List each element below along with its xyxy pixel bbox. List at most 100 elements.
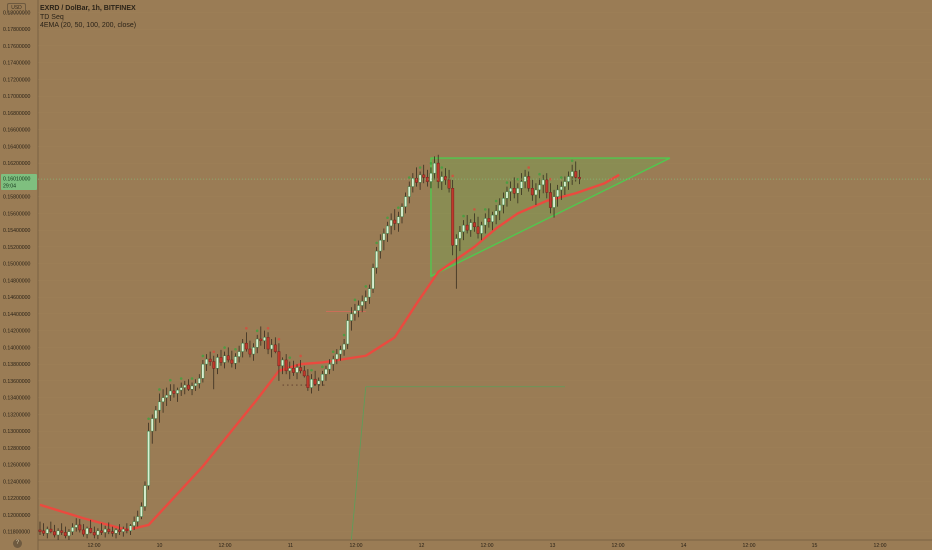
- candle-body: [491, 214, 494, 223]
- td-seq-marker: [538, 172, 541, 176]
- candle-body: [487, 218, 491, 222]
- y-tick-label: 0.13800000: [3, 362, 31, 368]
- candle-body: [559, 186, 563, 191]
- logo-icon[interactable]: ?: [13, 539, 22, 548]
- candle-body: [320, 373, 324, 382]
- candle-body: [63, 532, 67, 537]
- td-seq-marker: [158, 388, 161, 391]
- td-seq-marker: [342, 333, 346, 337]
- y-tick-label: 0.17600000: [3, 44, 31, 50]
- candle-body: [248, 348, 252, 355]
- candle-body: [378, 239, 382, 252]
- y-tick-label: 0.16800000: [3, 111, 31, 117]
- candle-body: [252, 347, 256, 355]
- candle-body: [183, 384, 187, 388]
- indicator-td-seq[interactable]: TD Seq: [40, 14, 64, 21]
- candle-body: [103, 528, 107, 533]
- candle-body: [498, 204, 502, 212]
- td-seq-marker: [549, 177, 552, 181]
- candle-body: [425, 177, 429, 182]
- candle-body: [226, 355, 230, 361]
- price-tag: [1, 174, 37, 191]
- td-seq-marker: [386, 216, 389, 220]
- candle-body: [81, 529, 85, 535]
- candle-body: [262, 337, 266, 341]
- candle-body: [255, 338, 259, 348]
- candle-body: [548, 192, 552, 208]
- candle-body: [150, 418, 154, 432]
- candle-body: [339, 349, 342, 355]
- td-seq-marker: [255, 329, 259, 333]
- candle-body: [451, 188, 455, 246]
- candle-body: [114, 529, 118, 534]
- candle-body: [92, 532, 96, 536]
- candle-body: [201, 363, 205, 379]
- td-seq-marker: [277, 337, 281, 341]
- candle-body: [429, 172, 433, 182]
- candle-body: [49, 528, 53, 532]
- candle-body: [328, 363, 332, 370]
- candle-body: [389, 219, 393, 227]
- td-seq-marker: [559, 176, 563, 179]
- x-tick-label: 12:00: [612, 543, 625, 549]
- candle-body: [241, 342, 245, 352]
- candle-body: [393, 219, 397, 224]
- x-tick-label: 11: [288, 543, 293, 549]
- candle-body: [45, 528, 49, 534]
- candle-body: [382, 233, 386, 241]
- candle-body: [234, 356, 237, 364]
- candle-body: [168, 390, 172, 396]
- candle-body: [469, 222, 473, 231]
- candle-body: [259, 338, 263, 341]
- td-seq-marker: [505, 181, 509, 184]
- td-seq-marker: [245, 327, 248, 330]
- y-tick-label: 0.15200000: [3, 245, 31, 251]
- candle-body: [349, 313, 353, 321]
- td-seq-marker: [418, 166, 422, 169]
- td-seq-marker: [451, 174, 454, 178]
- td-seq-marker: [147, 417, 150, 421]
- x-tick-label: 12: [419, 543, 425, 549]
- y-tick-label: 0.15400000: [3, 228, 31, 234]
- candle-body: [534, 189, 538, 196]
- candle-body: [422, 174, 426, 178]
- candle-body: [375, 250, 379, 269]
- td-seq-marker: [483, 208, 487, 211]
- candle-body: [179, 387, 183, 391]
- candle-body: [407, 186, 411, 197]
- candle-body: [577, 177, 581, 180]
- candle-body: [100, 530, 103, 533]
- ascending-triangle: [430, 157, 671, 278]
- td-seq-marker: [223, 346, 226, 349]
- candle-body: [404, 196, 408, 207]
- candle-body: [538, 184, 542, 191]
- candle-body: [165, 394, 169, 398]
- candle-body: [353, 310, 357, 315]
- candle-body: [244, 342, 248, 350]
- candle-body: [411, 177, 415, 187]
- candle-body: [454, 238, 458, 246]
- candle-body: [563, 181, 567, 187]
- candle-body: [299, 367, 303, 372]
- x-tick-label: 12:00: [481, 543, 494, 549]
- candle-body: [541, 179, 545, 186]
- candle-body: [288, 368, 292, 372]
- td-seq-marker: [310, 368, 313, 372]
- indicator-4ema[interactable]: 4EMA (20, 50, 100, 200, close): [40, 22, 137, 29]
- td-seq-marker: [473, 208, 476, 211]
- candle-body: [212, 361, 216, 369]
- y-tick-label: 0.13600000: [3, 379, 31, 385]
- candle-body: [342, 343, 346, 351]
- y-tick-label: 0.12200000: [3, 496, 31, 502]
- candle-body: [186, 384, 190, 390]
- x-tick-label: 12:00: [874, 543, 887, 549]
- currency-badge[interactable]: USD: [7, 3, 26, 14]
- candle-body: [447, 179, 451, 189]
- y-tick-label: 0.12000000: [3, 513, 31, 519]
- candle-body: [194, 383, 198, 387]
- candle-body: [324, 368, 328, 375]
- candle-body: [74, 524, 78, 528]
- candle-body: [530, 188, 534, 196]
- candle-body: [520, 181, 523, 189]
